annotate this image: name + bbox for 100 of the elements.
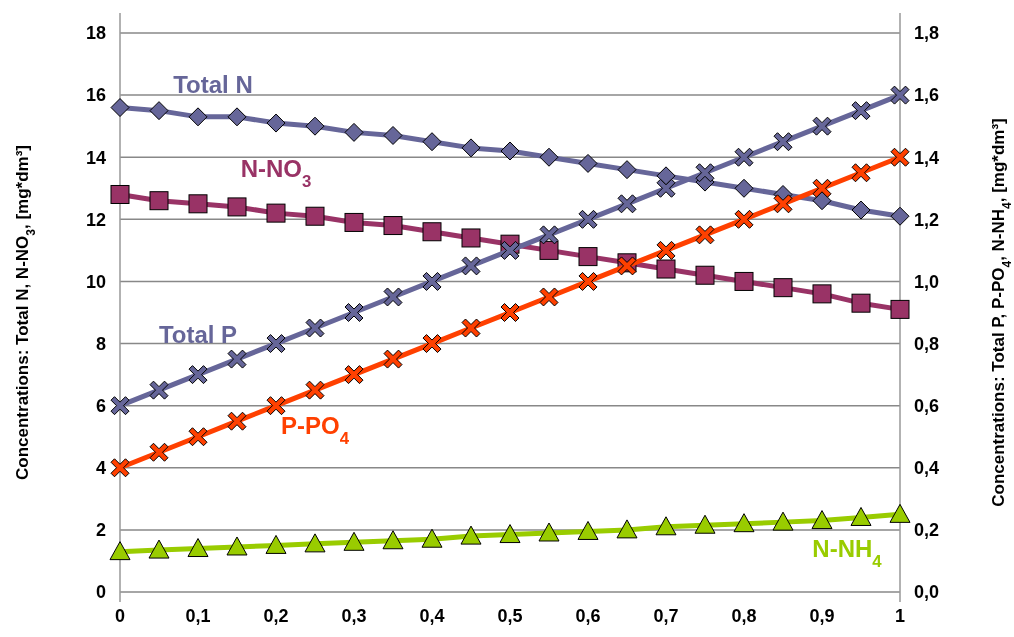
- point: [110, 184, 130, 204]
- point: [851, 163, 871, 183]
- point: [344, 212, 364, 232]
- point: [188, 107, 208, 127]
- y2-tick-label: 0,2: [914, 520, 940, 541]
- y2-tick-label: 1,6: [914, 85, 940, 106]
- point: [227, 349, 247, 369]
- y2-tick-label: 1,0: [914, 271, 940, 292]
- y2-tick-label: 0,4: [914, 458, 940, 479]
- point: [812, 284, 832, 304]
- point: [460, 525, 482, 545]
- point: [422, 334, 442, 354]
- y-tick-label: 18: [85, 23, 106, 44]
- point: [734, 147, 754, 167]
- x-tick-label: 0,7: [653, 606, 679, 626]
- point: [656, 259, 676, 279]
- point: [266, 113, 286, 133]
- y-tick-label: 12: [85, 209, 106, 230]
- y2-tick-label: 0,8: [914, 333, 940, 354]
- point: [344, 365, 364, 385]
- point: [695, 163, 715, 183]
- point: [226, 536, 248, 556]
- y-tick-label: 16: [85, 85, 106, 106]
- point: [890, 85, 910, 105]
- point: [188, 427, 208, 447]
- point: [304, 533, 326, 553]
- point: [890, 299, 910, 319]
- y-tick-label: 0: [95, 582, 106, 603]
- point: [383, 287, 403, 307]
- point: [344, 303, 364, 322]
- point: [812, 116, 832, 136]
- series-label: Total N: [173, 70, 253, 98]
- point: [305, 380, 325, 400]
- y2-tick-label: 0,6: [914, 395, 940, 416]
- point: [539, 147, 559, 167]
- point: [811, 510, 833, 530]
- y2-tick-label: 0,0: [914, 582, 940, 603]
- point: [578, 153, 598, 173]
- point: [227, 197, 247, 217]
- point: [109, 541, 131, 561]
- point: [383, 349, 403, 369]
- point: [148, 539, 170, 559]
- point: [577, 520, 599, 540]
- point: [343, 531, 365, 551]
- point: [812, 178, 832, 198]
- y2-tick-label: 1,4: [914, 147, 940, 168]
- point: [889, 503, 911, 523]
- point: [539, 240, 559, 260]
- point: [734, 209, 754, 229]
- point: [538, 522, 560, 542]
- point: [734, 178, 754, 198]
- point: [773, 132, 793, 152]
- point: [227, 411, 247, 431]
- point: [110, 98, 130, 118]
- point: [305, 318, 325, 338]
- point: [422, 271, 442, 291]
- point: [695, 225, 715, 245]
- point: [266, 334, 286, 354]
- point: [890, 206, 910, 226]
- point: [733, 513, 755, 533]
- point: [187, 538, 209, 558]
- point: [188, 365, 208, 385]
- point: [772, 511, 794, 531]
- point: [694, 514, 716, 534]
- point: [851, 200, 871, 220]
- x-tick-label: 0,1: [185, 606, 211, 626]
- point: [773, 278, 793, 298]
- series-label: N-NH$_{4}$: [812, 534, 883, 571]
- point: [734, 271, 754, 291]
- x-tick-label: 0: [114, 606, 126, 626]
- point: [305, 116, 325, 136]
- y-tick-label: 6: [95, 395, 106, 416]
- point: [695, 265, 715, 285]
- x-tick-label: 0,4: [419, 606, 445, 626]
- point: [539, 287, 559, 307]
- point: [890, 147, 910, 167]
- point: [655, 516, 677, 536]
- point: [422, 222, 442, 242]
- x-tick-label: 0,5: [497, 606, 523, 626]
- x-tick-label: 0,8: [731, 606, 757, 626]
- point: [421, 528, 443, 548]
- point: [110, 396, 130, 416]
- point: [656, 178, 676, 198]
- point: [422, 132, 442, 152]
- point: [227, 107, 247, 127]
- point: [265, 534, 287, 554]
- point: [461, 256, 481, 276]
- point: [578, 271, 598, 291]
- y-tick-label: 2: [95, 520, 106, 541]
- point: [110, 458, 130, 478]
- point: [656, 240, 676, 260]
- point: [500, 141, 520, 161]
- point: [266, 203, 286, 223]
- point: [617, 194, 637, 214]
- point: [383, 125, 403, 145]
- point: [851, 293, 871, 313]
- point: [149, 101, 169, 121]
- point: [851, 101, 871, 121]
- point: [383, 216, 403, 236]
- y-tick-label: 8: [95, 333, 106, 354]
